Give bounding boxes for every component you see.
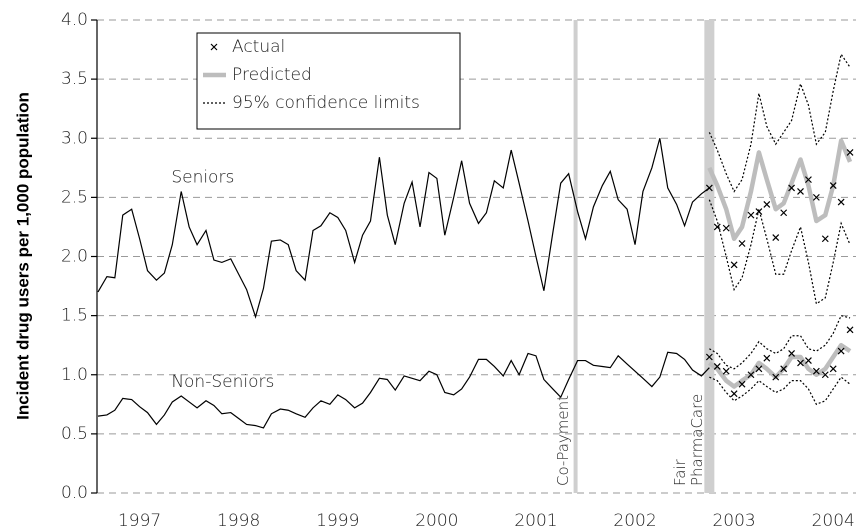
actual-marker [812,193,820,201]
confidence-limit [708,52,851,193]
event-label: PharmaCare [688,394,706,486]
actual-marker [772,373,780,381]
y-tick-label: 3.5 [61,69,88,89]
y-tick-label: 4.0 [61,10,88,30]
actual-marker [846,149,854,156]
actual-marker [772,234,780,242]
actual-marker [829,365,837,373]
x-tick-label: 2004 [812,511,855,531]
x-tick-label: 2000 [415,511,458,531]
actual-marker [738,240,746,247]
confidence-limit [709,314,851,370]
plot-area [97,20,854,493]
y-tick-label: 2.0 [61,247,88,267]
predicted-line [708,342,852,389]
actual-marker [805,357,812,364]
actual-marker [780,365,788,373]
actual-marker [705,184,713,192]
x-tick-label: 1999 [316,511,359,531]
legend: Actual Predicted 95% confidence limits [196,32,461,130]
legend-label: Predicted [232,65,312,85]
actual-marker [730,390,738,398]
actual-marker [805,176,812,184]
actual-marker [730,261,738,269]
confidence-limit [709,376,851,406]
y-tick-label: 0.0 [61,483,88,503]
legend-label: 95% confidence limits [232,93,420,113]
actual-marker [837,198,845,206]
actual-marker [829,182,837,189]
series-label: Seniors [171,167,234,187]
legend-actual-marker [210,43,218,51]
observed-line [97,351,710,429]
observed-line [97,138,710,319]
actual-marker [797,188,804,195]
actual-marker [755,208,763,215]
actual-marker [788,350,796,357]
actual-marker [722,224,730,232]
predicted-line [707,138,853,242]
x-tick-label: 1998 [217,511,260,531]
actual-marker [837,347,845,355]
actual-marker [705,353,713,361]
actual-marker [713,223,721,231]
actual-marker [755,365,763,373]
legend-label: Actual [232,37,285,57]
legend-box [196,32,461,130]
x-tick-label: 2001 [514,511,557,531]
actual-marker [788,184,796,192]
y-tick-label: 3.0 [61,128,88,148]
y-axis-label: Incident drug users per 1,000 population [13,92,32,420]
actual-marker [846,326,854,334]
y-tick-label: 2.5 [61,187,88,207]
event-label: Fair [671,458,689,486]
axes: 0.0 0.5 1.0 1.5 2.0 2.5 3.0 3.5 4.0 1997 1998 1999 2… [61,10,855,531]
actual-marker [763,201,771,208]
actual-marker [713,363,721,370]
actual-marker [763,354,771,362]
event-label: Co-Payment [554,395,572,486]
actual-marker [747,211,755,219]
series-label: Non-Seniors [171,372,274,392]
y-tick-label: 0.5 [61,424,88,444]
actual-marker [797,359,804,367]
x-tick-label: 2003 [712,511,755,531]
actual-marker [747,371,755,379]
actual-marker [812,367,820,375]
x-tick-label: 1997 [118,511,161,531]
confidence-limit [708,199,851,305]
y-tick-label: 1.5 [61,306,88,326]
actual-marker [738,380,746,388]
actual-marker [821,371,829,379]
actual-marker [780,209,788,217]
y-tick-label: 1.0 [61,365,88,385]
x-tick-label: 2002 [613,511,656,531]
actual-marker [821,235,829,243]
actual-marker [722,367,730,375]
